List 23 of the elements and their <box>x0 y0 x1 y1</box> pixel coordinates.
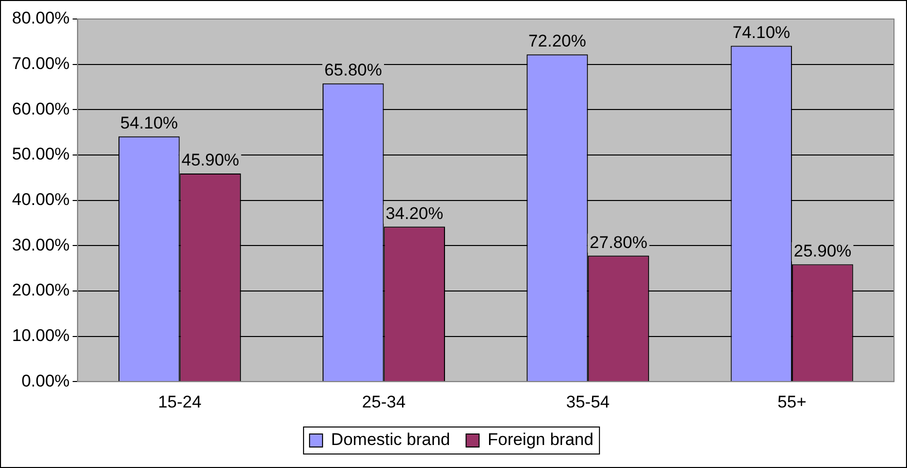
y-tick-label: 20.00% <box>12 280 70 300</box>
data-label: 25.90% <box>794 241 852 260</box>
data-label: 65.80% <box>324 60 382 80</box>
data-label: 72.20% <box>528 32 586 51</box>
y-tick-label: 30.00% <box>12 235 70 254</box>
legend-label: Domestic brand <box>331 430 450 450</box>
x-tick-label: 35-54 <box>566 392 610 412</box>
data-label: 27.80% <box>590 232 648 252</box>
y-tick-label: 60.00% <box>12 99 70 118</box>
y-tick-label: 40.00% <box>12 190 70 209</box>
x-tick-label: 55+ <box>778 392 806 412</box>
y-tick-label: 10.00% <box>12 326 70 345</box>
y-tick-label: 0.00% <box>21 371 70 390</box>
data-label: 54.10% <box>120 114 178 133</box>
data-label: 34.20% <box>386 204 444 223</box>
y-tick-label: 70.00% <box>12 54 70 74</box>
legend-label: Foreign brand <box>488 430 594 450</box>
y-tick-label: 80.00% <box>12 8 70 28</box>
y-tick-label: 50.00% <box>12 144 70 164</box>
x-tick-label: 25-34 <box>362 392 406 412</box>
x-tick-label: 15-24 <box>158 392 202 412</box>
data-label: 74.10% <box>732 22 790 42</box>
data-label: 45.90% <box>181 150 240 170</box>
